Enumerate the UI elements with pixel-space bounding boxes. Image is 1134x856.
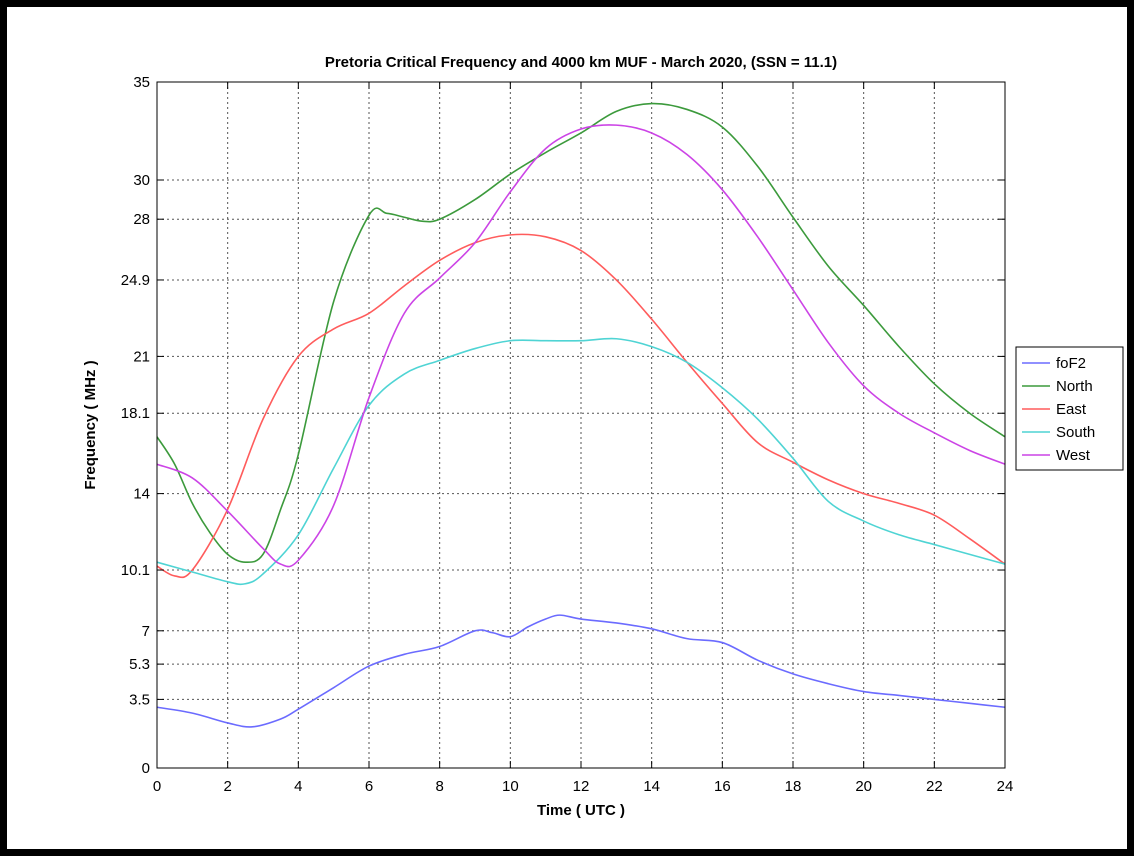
y-axis-label: Frequency ( MHz ): [82, 360, 99, 489]
x-tick-label: 18: [785, 778, 802, 795]
y-tick-label: 3.5: [129, 691, 150, 708]
x-tick-label: 6: [365, 778, 373, 795]
y-tick-label: 14: [133, 486, 150, 503]
y-tick-label: 35: [133, 74, 150, 91]
y-tick-label: 28: [133, 211, 150, 228]
legend-label-fof2: foF2: [1056, 355, 1086, 372]
x-tick-label: 2: [223, 778, 231, 795]
series-line-west: [156, 124, 1006, 568]
legend-label-west: West: [1056, 447, 1091, 464]
series-line-south: [156, 337, 1006, 586]
x-axis-ticks: 0 2 4 6 8 10 12 14 16 18 20 22 24: [153, 82, 1014, 795]
chart-frame: Pretoria Critical Frequency and 4000 km …: [7, 7, 1127, 849]
x-tick-label: 10: [502, 778, 519, 795]
legend: foF2 North East South West: [1015, 346, 1124, 471]
y-tick-label: 21: [133, 348, 150, 365]
grid-lines: [157, 82, 1005, 768]
x-tick-label: 20: [855, 778, 872, 795]
x-tick-label: 0: [153, 778, 161, 795]
x-axis-label: Time ( UTC ): [537, 802, 625, 819]
series-line-east: [156, 233, 1006, 579]
plot-border: [156, 81, 1006, 769]
x-tick-label: 4: [294, 778, 302, 795]
x-tick-label: 24: [997, 778, 1014, 795]
x-tick-label: 8: [435, 778, 443, 795]
y-tick-label: 5.3: [129, 656, 150, 673]
legend-label-south: South: [1056, 424, 1095, 441]
x-tick-label: 22: [926, 778, 943, 795]
y-tick-label: 30: [133, 172, 150, 189]
y-tick-label: 0: [142, 760, 150, 777]
x-tick-label: 14: [643, 778, 660, 795]
x-tick-label: 16: [714, 778, 731, 795]
y-tick-label: 18.1: [121, 405, 150, 422]
series-line-fof2: [156, 614, 1006, 728]
y-tick-label: 7: [142, 623, 150, 640]
line-chart: Pretoria Critical Frequency and 4000 km …: [82, 54, 1124, 819]
y-tick-label: 24.9: [121, 272, 150, 289]
legend-label-north: North: [1056, 378, 1093, 395]
legend-label-east: East: [1056, 401, 1087, 418]
series-lines: [156, 102, 1006, 728]
y-tick-label: 10.1: [121, 562, 150, 579]
series-line-north: [156, 102, 1006, 564]
x-tick-label: 12: [573, 778, 590, 795]
y-axis-ticks: 0 3.5 5.3 7 10.1 14 18.1 21 24.9 28 30 35: [121, 74, 1005, 777]
chart-title: Pretoria Critical Frequency and 4000 km …: [325, 54, 837, 71]
